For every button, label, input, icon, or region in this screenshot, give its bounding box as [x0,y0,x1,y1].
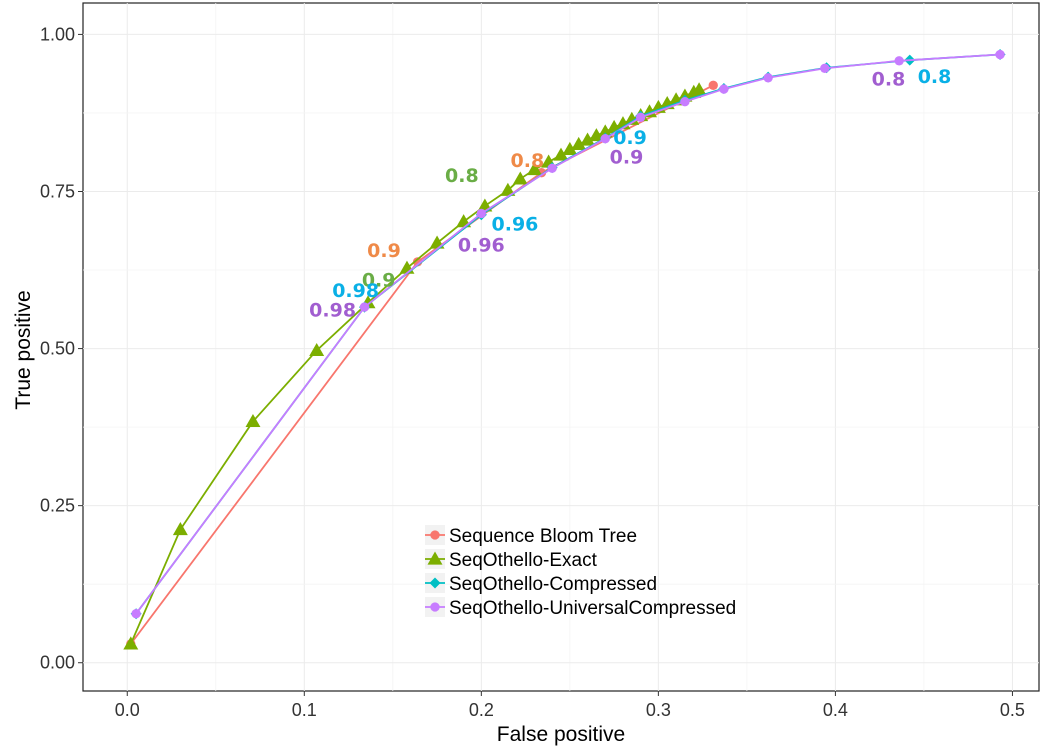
y-tick-label: 0.25 [40,496,75,516]
threshold-label: 0.96 [492,214,539,236]
legend-label: SeqOthello-Compressed [449,574,657,595]
data-point-circle [763,73,773,83]
data-point-circle [635,112,646,123]
legend-label: SeqOthello-Exact [449,550,598,571]
threshold-label: 0.9 [362,269,396,291]
data-point-triangle [597,124,613,138]
data-point-circle [600,134,610,144]
legend-label: Sequence Bloom Tree [449,526,637,547]
threshold-label: 0.9 [613,127,647,149]
x-tick-label: 0.3 [646,700,671,720]
y-tick-label: 0.75 [40,181,75,201]
data-point-triangle [553,147,569,161]
x-tick-label: 0.0 [115,700,140,720]
data-point-triangle [512,171,528,185]
data-point-triangle [526,162,542,176]
series-line [135,53,1001,615]
data-point-circle [547,163,557,173]
data-point-triangle [245,413,261,428]
threshold-label: 0.9 [367,240,401,262]
data-point-triangle [309,342,325,357]
data-point-triangle [500,182,516,196]
data-point-triangle [123,636,139,650]
data-point-triangle [562,141,578,156]
data-point-circle [719,84,729,94]
threshold-label: 0.8 [445,165,479,187]
data-point-triangle [624,111,640,125]
x-axis-title: False positive [497,723,625,746]
data-point-circle [708,80,718,90]
data-point-circle [680,96,690,107]
legend-label: SeqOthello-UniversalCompressed [449,598,736,619]
data-point-circle [820,63,830,74]
data-point-circle [430,530,440,540]
series-layer [123,49,1006,650]
grid [83,3,1039,691]
threshold-label: 0.8 [918,66,952,88]
annotation-layer: 0.80.90.80.90.980.960.90.80.980.960.90.8 [309,66,951,322]
series-3 [131,49,1005,619]
data-point-triangle [427,551,443,565]
data-point-circle [995,49,1005,60]
y-tick-label: 0.00 [40,653,75,673]
legend: Sequence Bloom Tree SeqOthello-Exact SeqOt… [425,525,736,619]
y-axis-title: True positive [12,290,35,409]
x-tick-label: 0.5 [1000,700,1025,720]
data-point-triangle [580,132,596,146]
threshold-label: 0.8 [511,150,545,172]
threshold-label: 0.98 [309,300,356,322]
data-point-circle [894,56,904,66]
data-point-circle [430,602,440,612]
threshold-label: 0.98 [332,280,379,302]
data-point-triangle [691,82,707,96]
data-point-diamond [429,577,441,589]
x-tick-label: 0.4 [823,700,848,720]
threshold-label: 0.96 [458,234,505,256]
panel-border [82,2,1040,692]
threshold-label: 0.8 [872,68,906,90]
data-point-circle [131,609,141,619]
x-tick-label: 0.2 [469,700,494,720]
data-point-triangle [172,522,188,536]
y-tick-label: 1.00 [40,24,75,44]
data-point-circle [359,302,370,312]
data-point-triangle [571,136,587,150]
x-tick-label: 0.1 [292,700,317,720]
data-point-circle [476,208,487,219]
axes-layer: 0.0 0.1 0.2 0.3 0.4 0.5 0.00 0.25 0.50 0.75 1.00 [40,24,1025,720]
y-tick-label: 0.50 [40,339,75,359]
threshold-label: 0.9 [610,146,644,168]
